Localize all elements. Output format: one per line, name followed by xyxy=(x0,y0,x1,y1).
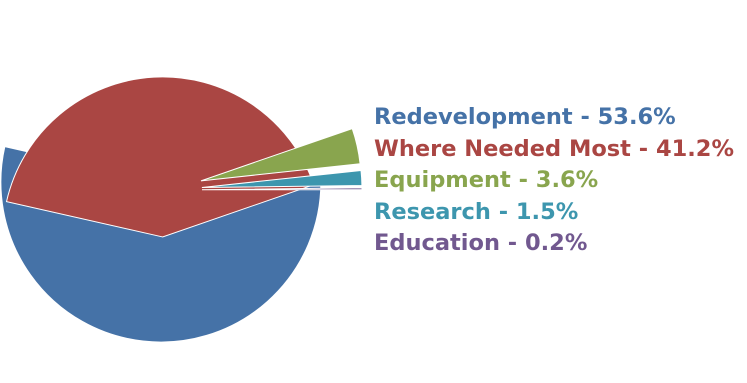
legend-item-where-needed-most: Where Needed Most - 41.2% xyxy=(374,135,734,162)
legend-item-redevelopment: Redevelopment - 53.6% xyxy=(374,104,676,130)
legend: Redevelopment - 53.6% Where Needed Most … xyxy=(374,102,734,260)
legend-item-equipment: Equipment - 3.6% xyxy=(374,167,599,193)
pie-slice-equipment xyxy=(200,127,361,182)
legend-item-research: Research - 1.5% xyxy=(374,198,579,225)
pie-slice-where-needed-most xyxy=(5,76,315,238)
pie-slice-education xyxy=(201,187,363,191)
pie-slice-research xyxy=(201,169,363,188)
legend-item-education: Education - 0.2% xyxy=(374,230,588,256)
